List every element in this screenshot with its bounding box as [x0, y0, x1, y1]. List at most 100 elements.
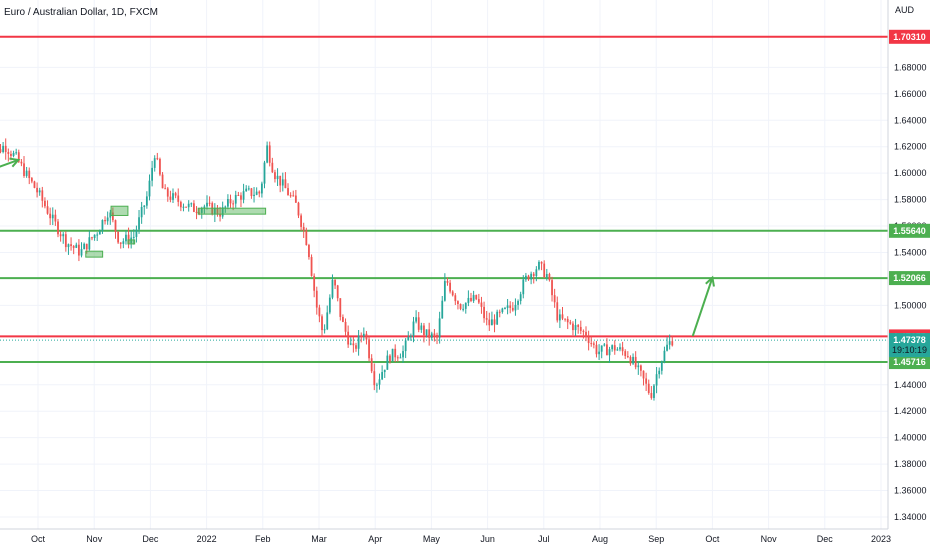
candle-body [263, 162, 266, 184]
candle-body [245, 188, 248, 192]
candle-body [365, 333, 368, 340]
candle-body [187, 203, 190, 208]
candle-body [111, 212, 114, 221]
candle-body [80, 249, 83, 256]
candle-body [556, 302, 559, 321]
candle-body [402, 351, 404, 358]
trend-arrow-line[interactable] [691, 277, 714, 337]
price-tick-label: 1.44000 [894, 380, 927, 390]
candle-body [300, 215, 302, 227]
price-tag-label: 1.55640 [893, 226, 926, 236]
price-tick-label: 1.66000 [894, 89, 927, 99]
candle-body [493, 319, 496, 325]
candle-body [70, 244, 72, 247]
candle-body [169, 196, 172, 200]
candle-body [46, 206, 49, 214]
candle-body [582, 330, 585, 332]
time-axis[interactable]: Oct Nov Dec 2022 Feb Mar Apr May Jun Jul Aug Sep Oct… [31, 534, 891, 544]
candle-body [558, 314, 561, 321]
candle-body [616, 349, 619, 351]
candle-body [655, 374, 658, 386]
time-tick-label: Dec [817, 534, 834, 544]
price-tick-label: 1.38000 [894, 459, 927, 469]
candle-body [373, 371, 376, 386]
candle-body [514, 304, 517, 311]
candle-body [540, 261, 543, 264]
candle-body [255, 191, 258, 195]
candle-body [522, 279, 525, 295]
candle-body [566, 318, 569, 323]
grid-lines [0, 0, 888, 529]
time-tick-label: Dec [142, 534, 159, 544]
candle-body [660, 361, 663, 371]
price-tick-label: 1.62000 [894, 142, 927, 152]
candle-body [608, 349, 611, 356]
candle-body [378, 379, 381, 385]
price-tag [889, 355, 930, 370]
candle-body [543, 263, 546, 278]
candle-body [10, 153, 12, 156]
candle-body [281, 179, 284, 186]
candle-body [412, 321, 415, 337]
time-tick-label: Oct [705, 534, 720, 544]
price-axis[interactable]: 1.68000 1.66000 1.64000 1.62000 1.60000 1.580… [894, 62, 927, 522]
candle-body [297, 202, 300, 216]
candle-body [389, 355, 391, 362]
candle-body [668, 341, 671, 345]
candle-body [587, 336, 590, 344]
candle-body [125, 234, 127, 242]
candle-body [561, 314, 564, 319]
candle-body [530, 273, 533, 280]
candle-body [216, 207, 219, 215]
candle-body [404, 340, 407, 352]
trend-arrow-line[interactable] [0, 158, 19, 173]
candle-body [75, 244, 78, 248]
candle-body [25, 170, 28, 176]
candle-body [438, 318, 441, 338]
candle-body [122, 241, 125, 244]
highlight-box[interactable] [197, 207, 267, 215]
candle-body [143, 205, 146, 207]
currency-label: AUD [895, 5, 915, 15]
candle-body [339, 298, 342, 317]
candle-body [590, 343, 593, 345]
time-tick-label: Nov [86, 534, 103, 544]
candle-body [451, 291, 454, 296]
candle-body [153, 158, 156, 168]
highlight-box[interactable] [85, 250, 104, 258]
candle-body [519, 294, 522, 302]
candle-body [483, 306, 485, 319]
candle-body [420, 325, 423, 330]
candle-body [302, 226, 305, 231]
candle-body [54, 214, 57, 222]
candle-body [138, 217, 140, 230]
candle-body [250, 188, 253, 197]
annotations[interactable] [0, 157, 715, 337]
candle-body [579, 326, 582, 331]
candle-body [603, 344, 606, 346]
horizontal-lines[interactable] [0, 35, 888, 364]
candle-body [326, 312, 329, 330]
candle-body [454, 295, 457, 302]
price-tick-label: 1.68000 [894, 62, 927, 72]
candle-body [574, 325, 577, 331]
candle-body [104, 220, 106, 222]
chart-title: Euro / Australian Dollar, 1D, FXCM [4, 7, 158, 18]
candle-body [85, 243, 88, 250]
candle-body [266, 145, 269, 163]
candle-body [642, 370, 645, 379]
candle-body [232, 203, 235, 205]
candle-body [242, 191, 245, 200]
candle-body [428, 329, 431, 338]
candle-body [394, 348, 397, 358]
time-tick-label: Jul [538, 534, 550, 544]
candle-body [524, 275, 527, 280]
candle-body [472, 295, 475, 301]
candle-body [313, 275, 316, 291]
candle-body [650, 392, 653, 398]
candle-body [114, 220, 117, 232]
candle-body [23, 163, 25, 176]
highlight-box[interactable] [127, 239, 136, 245]
highlight-box[interactable] [110, 205, 129, 216]
